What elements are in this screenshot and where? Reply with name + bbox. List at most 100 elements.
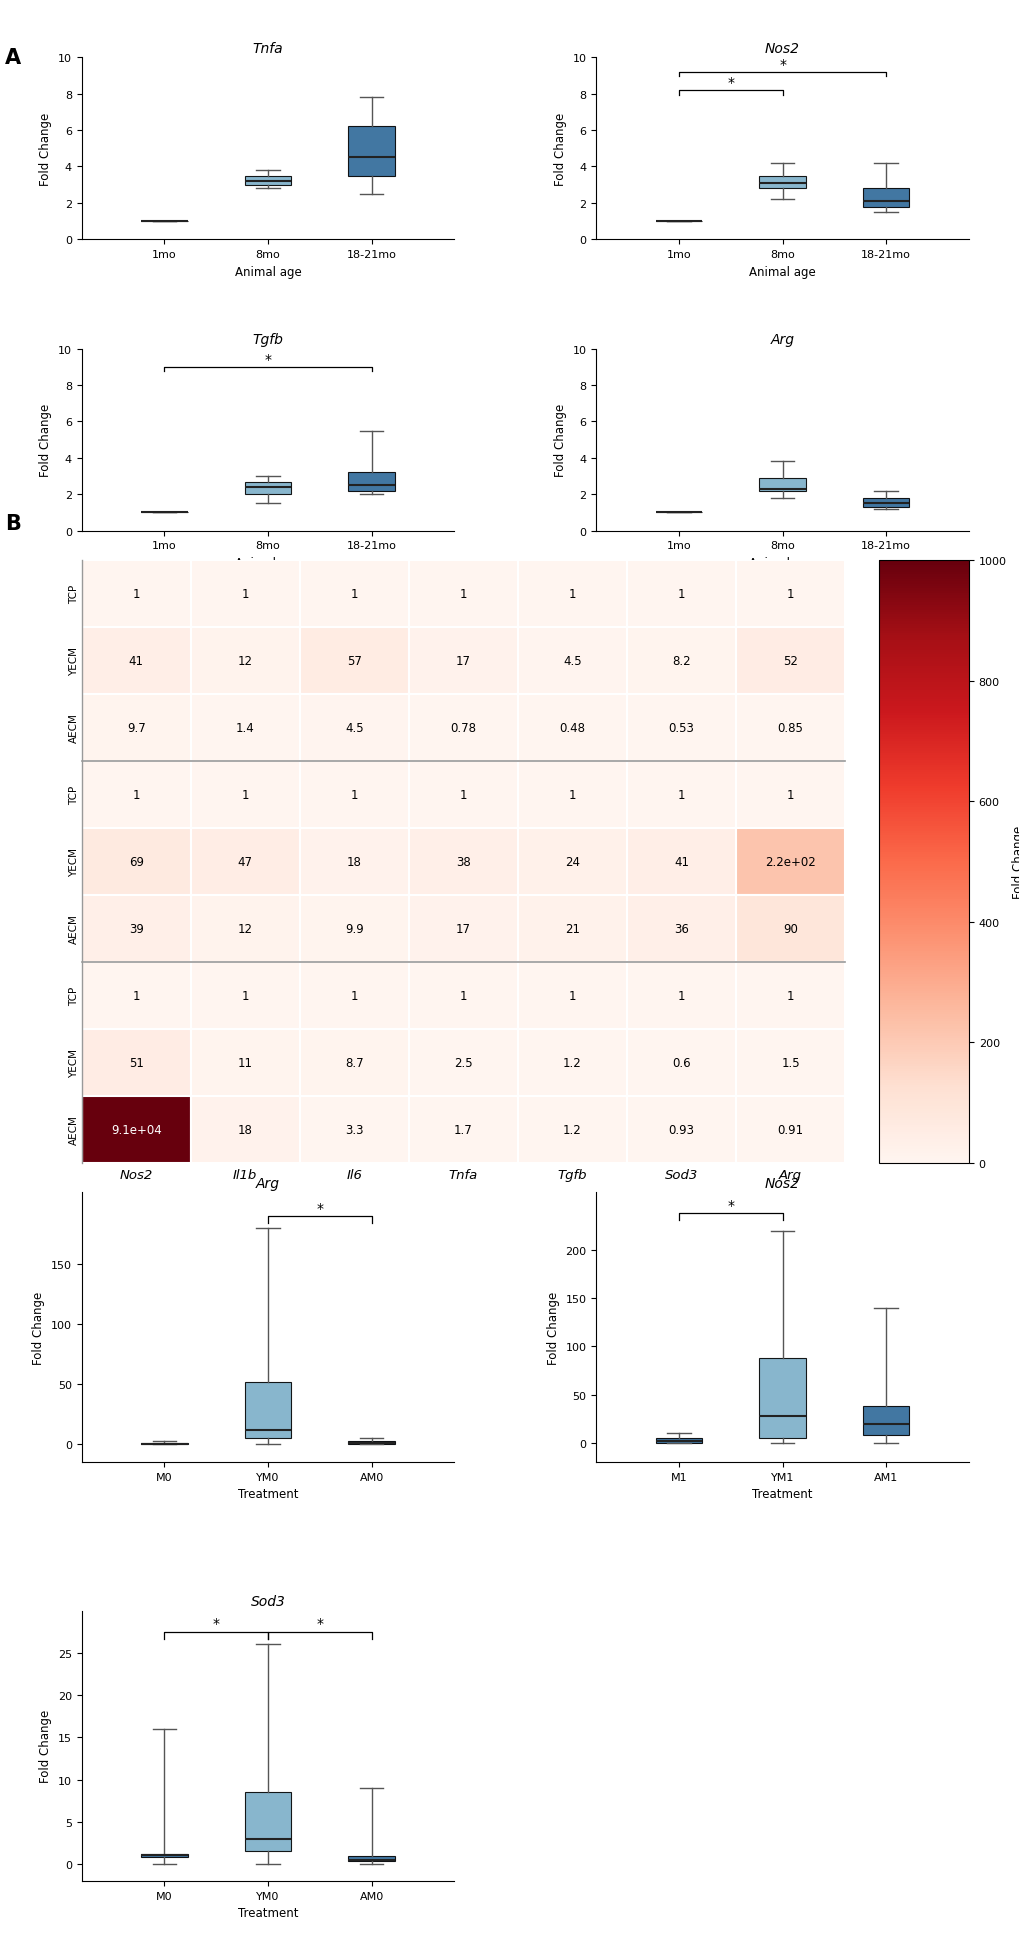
Bar bbox=[627, 694, 736, 762]
Text: 9.9: 9.9 bbox=[344, 923, 364, 935]
Text: 0.53: 0.53 bbox=[667, 721, 694, 735]
Bar bbox=[191, 762, 300, 828]
Text: 90: 90 bbox=[783, 923, 797, 935]
Text: *: * bbox=[727, 76, 734, 89]
Bar bbox=[736, 560, 844, 628]
Bar bbox=[736, 628, 844, 694]
Text: *: * bbox=[316, 1617, 323, 1631]
Text: 1.4: 1.4 bbox=[235, 721, 255, 735]
Text: 1: 1 bbox=[242, 588, 249, 601]
Bar bbox=[736, 828, 844, 896]
Y-axis label: Fold Change: Fold Change bbox=[1011, 826, 1019, 898]
Bar bbox=[409, 560, 518, 628]
X-axis label: Animal age: Animal age bbox=[234, 556, 301, 570]
Bar bbox=[82, 1096, 191, 1163]
Bar bbox=[82, 628, 191, 694]
PathPatch shape bbox=[245, 176, 291, 186]
Text: 4.5: 4.5 bbox=[562, 655, 581, 667]
Bar bbox=[627, 962, 736, 1030]
Text: 1: 1 bbox=[132, 789, 140, 801]
Title: Nos2: Nos2 bbox=[764, 1175, 799, 1191]
Bar bbox=[300, 962, 409, 1030]
Text: 1: 1 bbox=[132, 989, 140, 1002]
Bar bbox=[627, 762, 736, 828]
Bar bbox=[82, 896, 191, 962]
Bar bbox=[300, 1096, 409, 1163]
Text: 41: 41 bbox=[128, 655, 144, 667]
Text: 17: 17 bbox=[455, 923, 471, 935]
Text: 1: 1 bbox=[351, 588, 358, 601]
PathPatch shape bbox=[347, 1441, 394, 1445]
Bar bbox=[627, 896, 736, 962]
Y-axis label: Fold Change: Fold Change bbox=[553, 403, 567, 477]
X-axis label: Animal age: Animal age bbox=[234, 266, 301, 279]
Bar bbox=[191, 560, 300, 628]
Bar bbox=[300, 1030, 409, 1096]
Bar bbox=[627, 828, 736, 896]
Bar bbox=[82, 1030, 191, 1096]
Text: 1.2: 1.2 bbox=[562, 1123, 581, 1136]
Text: 3.3: 3.3 bbox=[344, 1123, 363, 1136]
PathPatch shape bbox=[862, 1406, 909, 1435]
Text: 11: 11 bbox=[237, 1057, 253, 1068]
Bar bbox=[627, 628, 736, 694]
PathPatch shape bbox=[862, 190, 909, 207]
Text: *: * bbox=[264, 353, 271, 366]
PathPatch shape bbox=[347, 1856, 394, 1861]
Bar bbox=[736, 762, 844, 828]
Text: 21: 21 bbox=[565, 923, 580, 935]
Bar bbox=[518, 628, 627, 694]
Text: 1: 1 bbox=[568, 588, 576, 601]
Title: Sod3: Sod3 bbox=[251, 1594, 285, 1607]
Y-axis label: Fold Change: Fold Change bbox=[40, 112, 52, 186]
Bar bbox=[736, 694, 844, 762]
Bar bbox=[409, 628, 518, 694]
PathPatch shape bbox=[655, 1439, 702, 1443]
Bar bbox=[518, 1096, 627, 1163]
X-axis label: Treatment: Treatment bbox=[237, 1906, 298, 1920]
PathPatch shape bbox=[862, 498, 909, 508]
Text: 9.1e+04: 9.1e+04 bbox=[111, 1123, 161, 1136]
Text: 18: 18 bbox=[237, 1123, 253, 1136]
PathPatch shape bbox=[758, 479, 805, 491]
Text: 12: 12 bbox=[237, 923, 253, 935]
Bar bbox=[300, 694, 409, 762]
Text: 1: 1 bbox=[786, 789, 794, 801]
Text: 0.93: 0.93 bbox=[667, 1123, 694, 1136]
Text: 47: 47 bbox=[237, 855, 253, 869]
Text: 57: 57 bbox=[346, 655, 362, 667]
Text: 1: 1 bbox=[568, 989, 576, 1002]
Text: 1: 1 bbox=[351, 989, 358, 1002]
Bar bbox=[627, 1096, 736, 1163]
Bar bbox=[409, 896, 518, 962]
Y-axis label: Fold Change: Fold Change bbox=[40, 403, 52, 477]
Text: 38: 38 bbox=[455, 855, 470, 869]
Text: *: * bbox=[779, 58, 786, 72]
Text: 36: 36 bbox=[674, 923, 688, 935]
Text: 1: 1 bbox=[460, 989, 467, 1002]
Bar bbox=[518, 560, 627, 628]
Bar bbox=[518, 828, 627, 896]
Bar bbox=[300, 896, 409, 962]
Text: 1: 1 bbox=[132, 588, 140, 601]
PathPatch shape bbox=[141, 1854, 187, 1858]
Bar bbox=[736, 1030, 844, 1096]
Text: 8.7: 8.7 bbox=[344, 1057, 363, 1068]
Text: 24: 24 bbox=[565, 855, 580, 869]
Bar bbox=[82, 762, 191, 828]
Text: 4.5: 4.5 bbox=[344, 721, 363, 735]
Text: 1: 1 bbox=[568, 789, 576, 801]
Bar bbox=[409, 762, 518, 828]
Text: 8.2: 8.2 bbox=[672, 655, 690, 667]
Text: 17: 17 bbox=[455, 655, 471, 667]
Text: 1: 1 bbox=[786, 989, 794, 1002]
Title: Nos2: Nos2 bbox=[764, 41, 799, 56]
Bar bbox=[409, 828, 518, 896]
Text: 69: 69 bbox=[128, 855, 144, 869]
Text: 12: 12 bbox=[237, 655, 253, 667]
Text: 18: 18 bbox=[346, 855, 362, 869]
Text: 0.6: 0.6 bbox=[672, 1057, 690, 1068]
Bar bbox=[300, 762, 409, 828]
Bar bbox=[518, 694, 627, 762]
Text: 1: 1 bbox=[786, 588, 794, 601]
